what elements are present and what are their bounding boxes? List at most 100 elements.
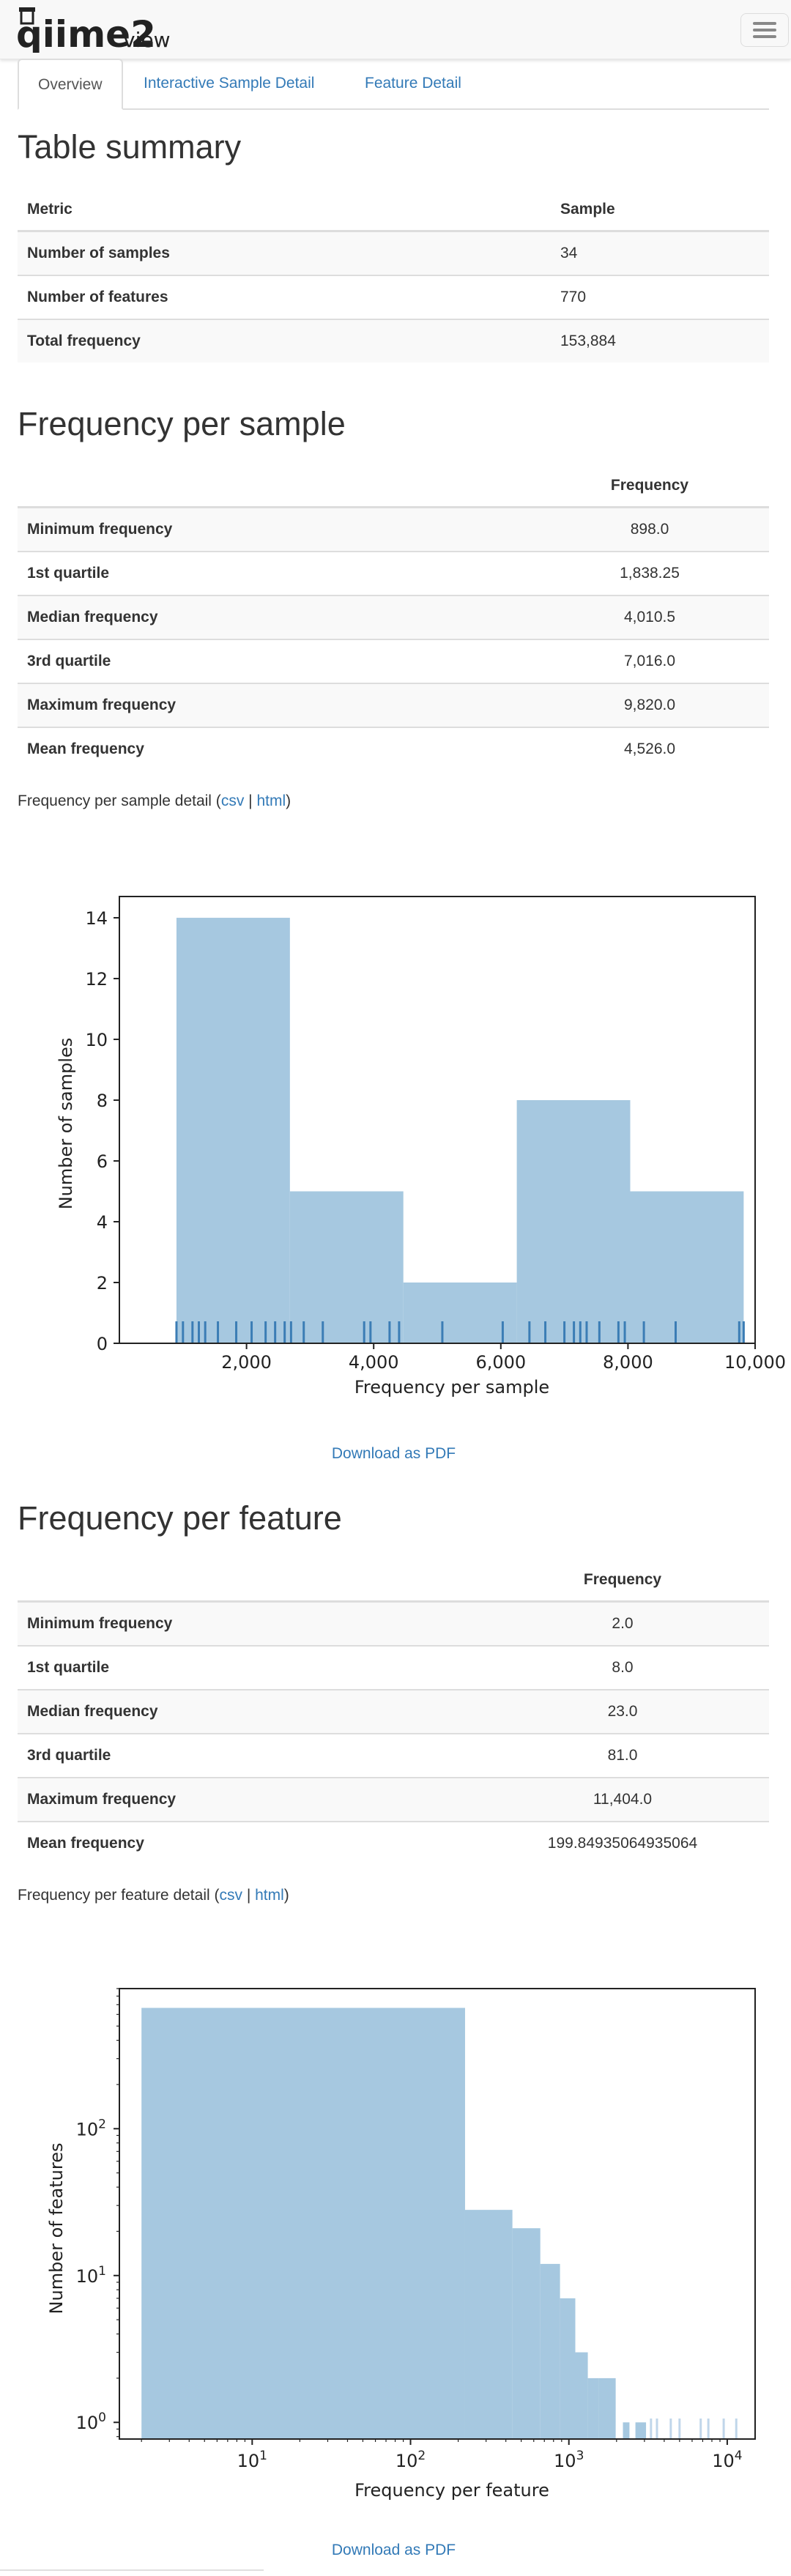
y-tick-label: 0	[97, 1334, 108, 1354]
y-axis-label: Number of features	[46, 2143, 67, 2315]
table-row: 3rd quartile 7,016.0	[18, 639, 769, 683]
table-row: Median frequency 4,010.5	[18, 595, 769, 639]
x-tick-label: 10,000	[724, 1352, 786, 1373]
stat-label: Minimum frequency	[18, 1600, 476, 1646]
frequency-per-sample-title: Frequency per sample	[18, 405, 346, 442]
close-paren: )	[286, 793, 291, 809]
table-row: Number of samples 34	[18, 230, 769, 275]
stat-label: Minimum frequency	[18, 506, 530, 552]
feature-detail-text: Frequency per feature detail (	[18, 1887, 220, 1904]
table-header-row: Metric Sample	[18, 188, 769, 232]
table-row: Mean frequency 4,526.0	[18, 727, 769, 771]
y-tick-label: 2	[97, 1273, 108, 1293]
feature-detail-csv-link[interactable]: csv	[219, 1887, 242, 1904]
sample-detail-line: Frequency per sample detail (csv | html)	[18, 793, 291, 810]
metric-value: 153,884	[551, 319, 769, 363]
stat-label: Median frequency	[18, 595, 530, 639]
qiime2-view-logo[interactable]: qiime2 view	[16, 4, 170, 53]
table-row: 1st quartile 1,838.25	[18, 551, 769, 595]
sample-download-pdf-link[interactable]: Download as PDF	[331, 1445, 456, 1462]
stat-value: 11,404.0	[476, 1777, 769, 1822]
stat-value: 7,016.0	[530, 639, 769, 683]
menu-toggle-button[interactable]	[740, 13, 789, 47]
column-header-empty	[18, 464, 530, 508]
histogram-bar	[560, 2298, 576, 2439]
table-summary-title: Table summary	[18, 128, 242, 166]
tab-bar: Overview Interactive Sample Detail Featu…	[18, 59, 769, 110]
stat-value: 199.84935064935064	[476, 1821, 769, 1865]
histogram-bar	[635, 2422, 647, 2439]
stat-label: 1st quartile	[18, 1645, 476, 1690]
histogram-bar	[587, 2378, 599, 2439]
stat-value: 4,010.5	[530, 595, 769, 639]
table-header-row: Frequency	[18, 464, 769, 508]
frequency-per-sample-table: Frequency Minimum frequency 898.0 1st qua…	[18, 464, 769, 771]
tab-overview[interactable]: Overview	[18, 59, 123, 110]
x-tick-label: 6,000	[475, 1352, 526, 1373]
stat-value: 898.0	[530, 506, 769, 552]
table-row: Maximum frequency 9,820.0	[18, 683, 769, 727]
histogram-bar	[176, 918, 290, 1343]
table-header-row: Frequency	[18, 1559, 769, 1603]
stat-value: 23.0	[476, 1689, 769, 1734]
table-row: Median frequency 23.0	[18, 1689, 769, 1734]
y-tick-label: 14	[85, 908, 108, 929]
histogram-bar	[575, 2352, 588, 2439]
x-tick-label: 2,000	[221, 1352, 272, 1373]
histogram-bar	[512, 2228, 541, 2439]
frequency-per-feature-histogram: 101 102 103 104 100 101 102 Frequency per featu…	[46, 1988, 756, 2501]
x-tick-label: 4,000	[349, 1352, 399, 1373]
sample-detail-csv-link[interactable]: csv	[220, 793, 245, 809]
x-tick-label: 101	[237, 2449, 267, 2471]
feature-download-pdf-link[interactable]: Download as PDF	[331, 2542, 456, 2558]
table-row: Minimum frequency 898.0	[18, 506, 769, 552]
sample-detail-html-link[interactable]: html	[256, 793, 286, 809]
table-row: Mean frequency 199.84935064935064	[18, 1821, 769, 1865]
histogram-bar	[141, 2008, 465, 2439]
menu-bar-icon	[753, 29, 776, 31]
feature-detail-line: Frequency per feature detail (csv | html…	[18, 1887, 289, 1904]
y-tick-label: 6	[97, 1151, 108, 1172]
table-row: Maximum frequency 11,404.0	[18, 1777, 769, 1822]
table-row: Minimum frequency 2.0	[18, 1600, 769, 1646]
stat-label: Maximum frequency	[18, 683, 530, 727]
column-header-frequency: Frequency	[476, 1559, 769, 1603]
stat-value: 8.0	[476, 1645, 769, 1690]
metric-value: 770	[551, 275, 769, 319]
y-tick-label: 8	[97, 1091, 108, 1111]
frequency-per-feature-table: Frequency Minimum frequency 2.0 1st quart…	[18, 1559, 769, 1865]
logo-sub: view	[123, 28, 170, 52]
stat-label: Mean frequency	[18, 1821, 476, 1865]
x-tick-label: 103	[554, 2449, 584, 2471]
stat-label: Mean frequency	[18, 727, 530, 771]
column-header-empty	[18, 1559, 476, 1603]
histogram-bar	[630, 1191, 744, 1343]
metric-label: Total frequency	[18, 319, 551, 363]
metric-value: 34	[551, 230, 769, 275]
close-paren: )	[283, 1887, 289, 1904]
stat-label: 3rd quartile	[18, 639, 530, 683]
metric-label: Number of samples	[18, 230, 551, 275]
histogram-bar	[623, 2422, 630, 2439]
separator: |	[242, 1887, 256, 1904]
histogram-bar	[516, 1100, 631, 1343]
table-row: Total frequency 153,884	[18, 319, 769, 363]
x-axis-label: Frequency per feature	[354, 2480, 549, 2501]
feature-detail-html-link[interactable]: html	[255, 1887, 284, 1904]
stat-value: 4,526.0	[530, 727, 769, 771]
stat-label: Median frequency	[18, 1689, 476, 1734]
histogram-bar	[403, 1283, 517, 1343]
tab-interactive-sample-detail[interactable]: Interactive Sample Detail	[144, 75, 315, 92]
y-tick-label: 12	[85, 969, 108, 990]
x-axis-label: Frequency per sample	[354, 1377, 549, 1398]
table-summary-table: Metric Sample Number of samples 34 Numbe…	[18, 188, 769, 363]
column-header-frequency: Frequency	[530, 464, 769, 508]
menu-bar-icon	[753, 22, 776, 25]
plot-frame	[119, 896, 756, 1344]
y-tick-label: 4	[97, 1212, 108, 1233]
table-row: Number of features 770	[18, 275, 769, 319]
stat-value: 2.0	[476, 1600, 769, 1646]
separator: |	[244, 793, 257, 809]
frequency-per-sample-histogram: 2,000 4,000 6,000 8,000 10,000 0 2 4 6 8 10 12 14 Fre…	[56, 896, 786, 1398]
tab-feature-detail[interactable]: Feature Detail	[365, 75, 461, 92]
